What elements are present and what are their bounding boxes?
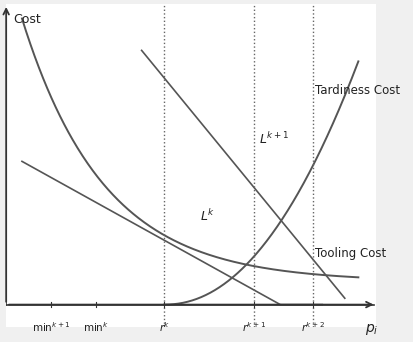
Text: Cost: Cost [13, 13, 41, 26]
Text: $p_i$: $p_i$ [365, 322, 379, 337]
Text: $\mathrm{min}^k$: $\mathrm{min}^k$ [83, 320, 109, 334]
Text: $L^k$: $L^k$ [200, 209, 216, 224]
Text: $r^k$: $r^k$ [159, 320, 170, 334]
Text: $\mathrm{min}^{k+1}$: $\mathrm{min}^{k+1}$ [32, 320, 71, 334]
Text: Tooling Cost: Tooling Cost [316, 247, 387, 260]
Text: $L^{k+1}$: $L^{k+1}$ [259, 131, 290, 147]
Text: $r^{k+2}$: $r^{k+2}$ [301, 320, 325, 334]
Text: $r^{k+1}$: $r^{k+1}$ [242, 320, 266, 334]
Text: Tardiness Cost: Tardiness Cost [316, 83, 401, 96]
